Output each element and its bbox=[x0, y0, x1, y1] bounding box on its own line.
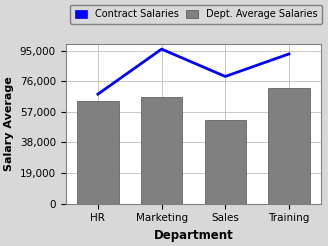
Bar bbox=[205, 120, 246, 203]
Bar bbox=[268, 88, 310, 203]
Legend: Contract Salaries, Dept. Average Salaries: Contract Salaries, Dept. Average Salarie… bbox=[71, 4, 322, 24]
Bar bbox=[77, 101, 119, 203]
Bar bbox=[141, 97, 182, 203]
X-axis label: Department: Department bbox=[154, 229, 233, 242]
Y-axis label: Salary Average: Salary Average bbox=[4, 77, 14, 171]
